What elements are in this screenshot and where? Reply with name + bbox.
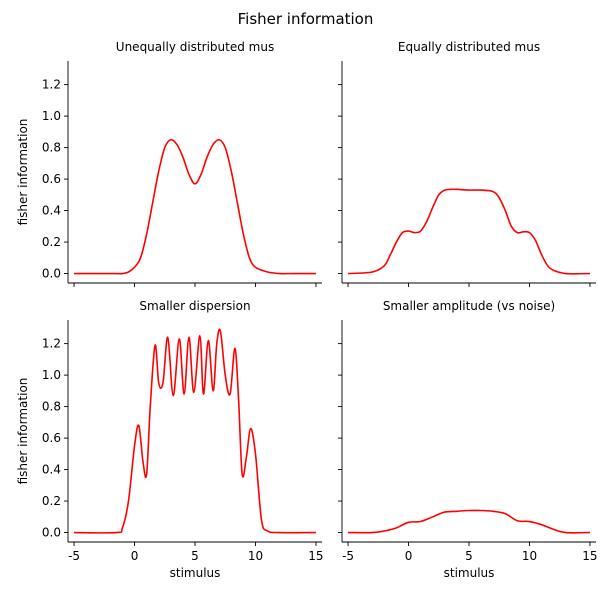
- y-tick-label: 0.4: [42, 463, 61, 477]
- series-line: [347, 188, 590, 275]
- figure-title: Fisher information: [238, 10, 374, 28]
- x-tick-label: 10: [248, 549, 263, 563]
- series-line: [74, 138, 316, 275]
- y-tick-label: 1.0: [42, 368, 61, 382]
- y-tick-label: 0.6: [42, 431, 61, 445]
- x-tick-label: 15: [582, 549, 597, 563]
- y-tick-label: 0.2: [42, 235, 61, 249]
- x-tick-label: 5: [191, 549, 199, 563]
- y-tick-label: 0.4: [42, 204, 61, 218]
- series-line: [348, 509, 590, 534]
- y-tick-label: 1.0: [42, 109, 61, 123]
- subplot-title: Equally distributed mus: [398, 40, 540, 54]
- subplot-title: Smaller amplitude (vs noise): [383, 299, 555, 313]
- x-axis-label: stimulus: [170, 566, 221, 580]
- x-tick-label: 15: [308, 549, 323, 563]
- y-tick-label: 0.8: [42, 400, 61, 414]
- y-tick-label: 0.0: [42, 267, 61, 281]
- x-tick-label: 0: [405, 549, 413, 563]
- x-tick-label: 5: [465, 549, 473, 563]
- subplot-title: Unequally distributed mus: [116, 40, 274, 54]
- y-tick-label: 0.6: [42, 172, 61, 186]
- x-tick-label: -5: [342, 549, 354, 563]
- y-tick-label: 0.2: [42, 494, 61, 508]
- y-axis-label: fisher information: [16, 119, 30, 226]
- y-tick-label: 0.8: [42, 141, 61, 155]
- y-tick-label: 1.2: [42, 78, 61, 92]
- y-axis-label: fisher information: [16, 378, 30, 485]
- x-tick-label: 0: [131, 549, 139, 563]
- series-line: [74, 328, 316, 534]
- x-axis-label: stimulus: [444, 566, 495, 580]
- y-tick-label: 0.0: [42, 526, 61, 540]
- subplot-title: Smaller dispersion: [139, 299, 250, 313]
- y-tick-label: 1.2: [42, 337, 61, 351]
- x-tick-label: 10: [522, 549, 537, 563]
- x-tick-label: -5: [68, 549, 80, 563]
